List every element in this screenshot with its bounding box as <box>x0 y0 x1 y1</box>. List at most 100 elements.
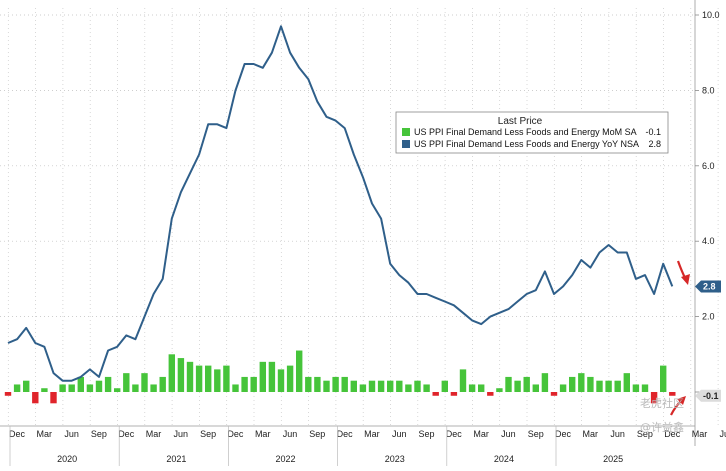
mom-bar <box>323 380 330 392</box>
x-tick-label: Dec <box>664 429 681 439</box>
mom-bar <box>277 369 285 392</box>
mom-bar <box>368 380 376 392</box>
x-year-label: 2024 <box>494 454 514 464</box>
mom-bar <box>232 384 239 392</box>
mom-bar <box>650 392 658 404</box>
x-tick-label: Sep <box>418 429 434 439</box>
watermark-line2: @许益鑫 <box>640 420 684 434</box>
annotation-arrows <box>670 260 690 416</box>
mom-bar <box>487 392 494 396</box>
badge-yoy-shape <box>695 280 721 293</box>
mom-bar <box>432 392 439 396</box>
mom-bar <box>669 392 676 396</box>
x-tick-label: Sep <box>528 429 544 439</box>
badge-mom-text: -0.1 <box>703 391 719 401</box>
mom-bar <box>77 376 84 392</box>
mom-bar <box>505 376 512 392</box>
x-year-label: 2022 <box>276 454 296 464</box>
mom-bar <box>13 384 21 392</box>
mom-bar <box>177 358 185 392</box>
mom-bar <box>587 376 594 392</box>
mom-bar <box>59 384 66 392</box>
legend-title: Last Price <box>498 116 543 127</box>
x-tick-label: Sep <box>637 429 653 439</box>
x-year-label: 2021 <box>166 454 186 464</box>
x-tick-label: Dec <box>555 429 572 439</box>
x-tick-label: Dec <box>337 429 354 439</box>
mom-bar <box>523 376 530 392</box>
mom-bar <box>205 365 212 392</box>
mom-bar <box>387 380 394 392</box>
arrow-mom-head <box>677 396 686 405</box>
mom-bar <box>214 369 221 392</box>
x-tick-label: Jun <box>501 429 516 439</box>
legend-value-mom: -0.1 <box>645 127 661 137</box>
y-tick-label: 2.0 <box>702 312 715 322</box>
y-axis: -2.04.06.08.010.0 <box>695 10 720 397</box>
mom-bar <box>396 380 403 392</box>
mom-bar <box>286 365 294 392</box>
legend-value-yoy: 2.8 <box>648 139 661 149</box>
mom-bar <box>441 380 448 392</box>
x-tick-label: Sep <box>309 429 325 439</box>
mom-bar <box>23 380 30 392</box>
mom-bar <box>578 373 585 392</box>
x-tick-label: Jun <box>174 429 189 439</box>
mom-bar <box>195 365 203 392</box>
yoy-line-path <box>7 25 674 382</box>
mom-bar <box>4 392 12 396</box>
mom-bar <box>468 384 476 392</box>
mom-bar <box>496 388 503 392</box>
x-tick-label: Mar <box>37 429 53 439</box>
mom-bar <box>541 373 549 392</box>
mom-bar <box>223 365 230 392</box>
x-tick-label: Sep <box>91 429 107 439</box>
mom-bar <box>250 376 257 392</box>
mom-bar <box>514 380 521 392</box>
mom-bar <box>68 384 75 392</box>
x-tick-label: Jun <box>64 429 79 439</box>
last-value-badges: 2.8 -0.1 <box>695 280 721 402</box>
badge-mom-shape <box>695 389 721 402</box>
x-tick-label: Dec <box>9 429 26 439</box>
mom-bar <box>50 392 57 404</box>
badge-yoy-text: 2.8 <box>703 281 716 291</box>
mom-bar <box>405 384 412 392</box>
mom-bar <box>95 380 103 392</box>
x-tick-label: Mar <box>255 429 271 439</box>
mom-bar <box>459 369 467 392</box>
x-tick-label: Mar <box>364 429 380 439</box>
legend-swatch-yoy <box>402 140 410 148</box>
mom-bar <box>41 388 48 392</box>
x-tick-label: Dec <box>446 429 463 439</box>
mom-bar <box>359 384 367 392</box>
mom-bar <box>623 373 630 392</box>
mom-bar <box>550 392 558 396</box>
x-tick-label: Mar <box>146 429 162 439</box>
watermark-line1: 老虎社区 <box>640 396 684 410</box>
x-tick-label: Jun <box>392 429 407 439</box>
x-tick-label: Jun <box>283 429 298 439</box>
mom-bar <box>641 384 649 392</box>
mom-bar <box>596 380 603 392</box>
x-tick-label: Jun <box>720 429 726 439</box>
x-tick-label: Mar <box>473 429 489 439</box>
mom-bar <box>150 384 157 392</box>
mom-bar <box>314 376 321 392</box>
legend-box <box>395 111 669 154</box>
x-tick-label: Mar <box>692 429 708 439</box>
mom-bar <box>241 376 248 392</box>
x-axis: Dec Mar Jun Sep Dec Mar Jun Sep Dec Mar Jun Sep Dec M… <box>9 426 726 466</box>
mom-bar <box>350 380 357 392</box>
x-tick-label: Dec <box>227 429 244 439</box>
mom-bar <box>332 376 339 392</box>
mom-bar <box>605 380 612 392</box>
x-year-label: 2023 <box>385 454 405 464</box>
mom-bar <box>341 376 348 392</box>
mom-bar <box>104 376 112 392</box>
mom-bar <box>86 384 94 392</box>
y-tick-label: 4.0 <box>702 236 715 246</box>
mom-bars <box>4 350 676 404</box>
x-year-label: 2020 <box>57 454 77 464</box>
x-tick-label: Dec <box>118 429 135 439</box>
